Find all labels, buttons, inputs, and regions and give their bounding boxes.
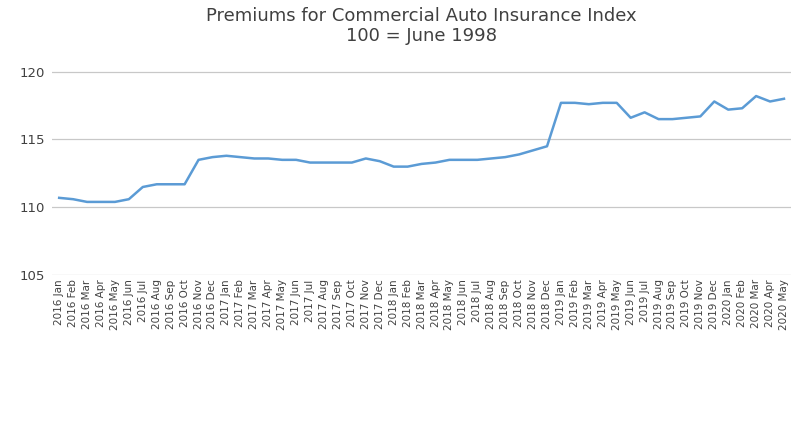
Title: Premiums for Commercial Auto Insurance Index
100 = June 1998: Premiums for Commercial Auto Insurance I… [206, 6, 636, 46]
